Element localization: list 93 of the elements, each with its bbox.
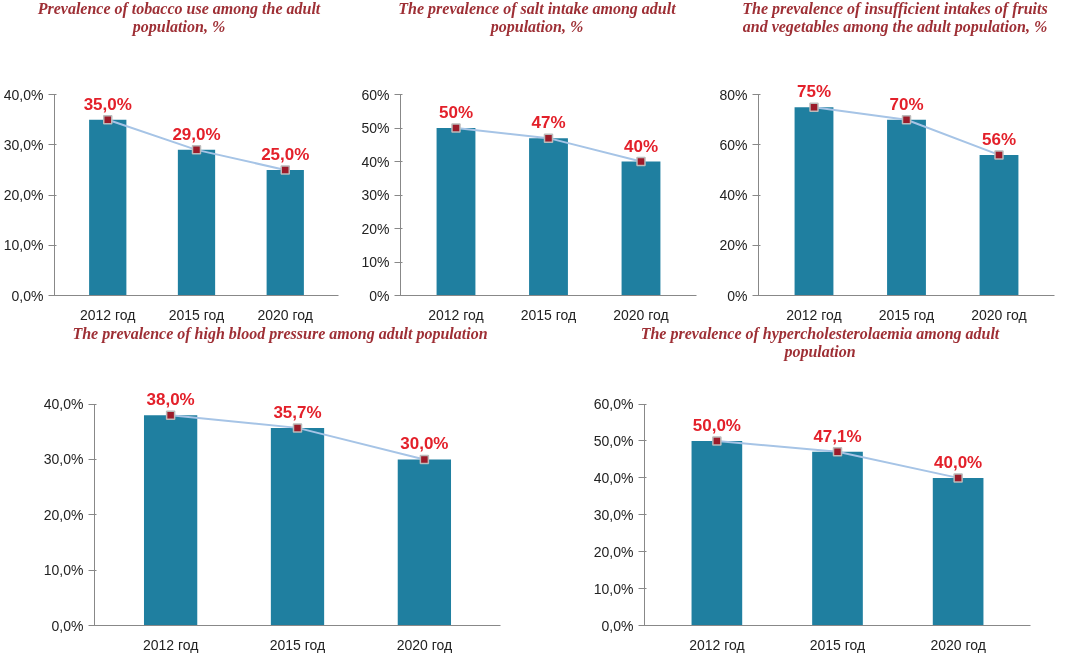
- bar: [143, 415, 198, 626]
- chart-title: The prevalence of hypercholesterolaemia among adult population: [639, 325, 1001, 362]
- bar: [436, 128, 476, 296]
- bar: [794, 107, 834, 296]
- point: [636, 156, 646, 167]
- bar: [812, 451, 863, 626]
- y-tick-label: 40,0%: [593, 469, 634, 486]
- y-tick-label: 0,0%: [51, 617, 84, 634]
- point: [832, 446, 843, 457]
- y-tick-label: 60%: [719, 136, 748, 153]
- point: [419, 454, 430, 465]
- x-tick-label: 2015 год: [878, 306, 935, 323]
- data-label: 30,0%: [400, 434, 449, 454]
- point: [191, 145, 202, 155]
- data-label: 75%: [796, 82, 832, 102]
- x-tick-label: 2015 год: [168, 306, 225, 323]
- x-tick-label: 2020 год: [613, 306, 669, 323]
- point: [451, 123, 461, 133]
- data-label: 50%: [438, 103, 474, 123]
- y-tick-label: 30,0%: [43, 451, 84, 468]
- data-label: 29,0%: [172, 124, 221, 144]
- bar: [691, 440, 743, 626]
- point: [103, 114, 113, 125]
- chart-title: The prevalence of insufficient intakes of fruits and vegetables among the adult population, %: [741, 0, 1049, 37]
- bar: [270, 427, 325, 626]
- y-tick-label: 10,0%: [43, 562, 84, 579]
- bar: [89, 119, 127, 296]
- y-tick-label: 10,0%: [593, 580, 634, 597]
- y-tick-label: 20,0%: [43, 506, 84, 523]
- chart-title: The prevalence of high blood pressure among adult population: [72, 325, 488, 344]
- y-tick-label: 60,0%: [593, 396, 634, 413]
- y-tick-label: 30,0%: [593, 506, 634, 523]
- y-tick-label: 80%: [719, 86, 748, 103]
- data-label: 35,7%: [273, 402, 322, 422]
- bar: [177, 149, 216, 296]
- y-tick-label: 10%: [361, 254, 390, 271]
- x-tick-label: 2012 год: [80, 306, 136, 323]
- chart-title: The prevalence of salt intake among adult population, %: [397, 0, 677, 37]
- y-tick-label: 50%: [361, 120, 390, 137]
- y-tick-label: 40,0%: [3, 86, 44, 103]
- data-label: 40,0%: [934, 452, 983, 472]
- data-label: 56%: [981, 129, 1017, 149]
- x-tick-label: 2020 год: [971, 306, 1027, 323]
- y-tick-label: 50,0%: [593, 432, 634, 449]
- point: [543, 133, 554, 143]
- point: [280, 165, 290, 175]
- data-label: 35,0%: [83, 94, 132, 114]
- x-tick-label: 2012 год: [142, 636, 199, 653]
- y-tick-label: 0%: [727, 287, 748, 304]
- bar: [621, 161, 661, 296]
- y-tick-label: 20,0%: [593, 543, 634, 560]
- y-tick-label: 60%: [361, 86, 390, 103]
- x-tick-label: 2015 год: [520, 306, 577, 323]
- y-tick-label: 20%: [719, 237, 748, 254]
- x-tick-label: 2020 год: [396, 636, 453, 653]
- y-tick-label: 30%: [361, 187, 390, 204]
- bar: [887, 119, 926, 296]
- x-tick-label: 2012 год: [689, 636, 745, 653]
- y-tick-label: 10,0%: [3, 237, 44, 254]
- x-tick-label: 2020 год: [930, 636, 986, 653]
- bar: [529, 138, 568, 296]
- point: [953, 473, 963, 483]
- y-tick-label: 0,0%: [11, 287, 44, 304]
- chart-title: Prevalence of tobacco use among the adult population, %: [36, 0, 322, 37]
- x-tick-label: 2012 год: [786, 306, 842, 323]
- y-tick-label: 40%: [361, 153, 390, 170]
- y-tick-label: 20,0%: [3, 187, 44, 204]
- point: [809, 102, 819, 112]
- x-tick-label: 2015 год: [809, 636, 866, 653]
- data-label: 40%: [623, 136, 659, 156]
- point: [165, 410, 176, 420]
- y-tick-label: 20%: [361, 220, 390, 237]
- bar: [266, 169, 304, 296]
- data-label: 47%: [531, 113, 566, 133]
- bar: [979, 154, 1019, 296]
- data-label: 38,0%: [146, 390, 195, 410]
- y-tick-label: 30,0%: [3, 136, 44, 153]
- data-label: 70%: [889, 94, 924, 114]
- data-label: 25,0%: [261, 144, 310, 164]
- bar: [932, 477, 984, 626]
- y-tick-label: 0,0%: [601, 617, 634, 634]
- point: [994, 150, 1004, 160]
- x-tick-label: 2012 год: [428, 306, 484, 323]
- x-tick-label: 2015 год: [269, 636, 326, 653]
- x-tick-label: 2020 год: [257, 306, 313, 323]
- point: [292, 423, 303, 433]
- y-tick-label: 40%: [719, 187, 748, 204]
- data-label: 47,1%: [813, 426, 862, 446]
- bar: [397, 459, 452, 626]
- y-tick-label: 0%: [369, 287, 390, 304]
- point: [901, 114, 912, 125]
- point: [712, 436, 722, 446]
- y-tick-label: 40,0%: [43, 396, 84, 413]
